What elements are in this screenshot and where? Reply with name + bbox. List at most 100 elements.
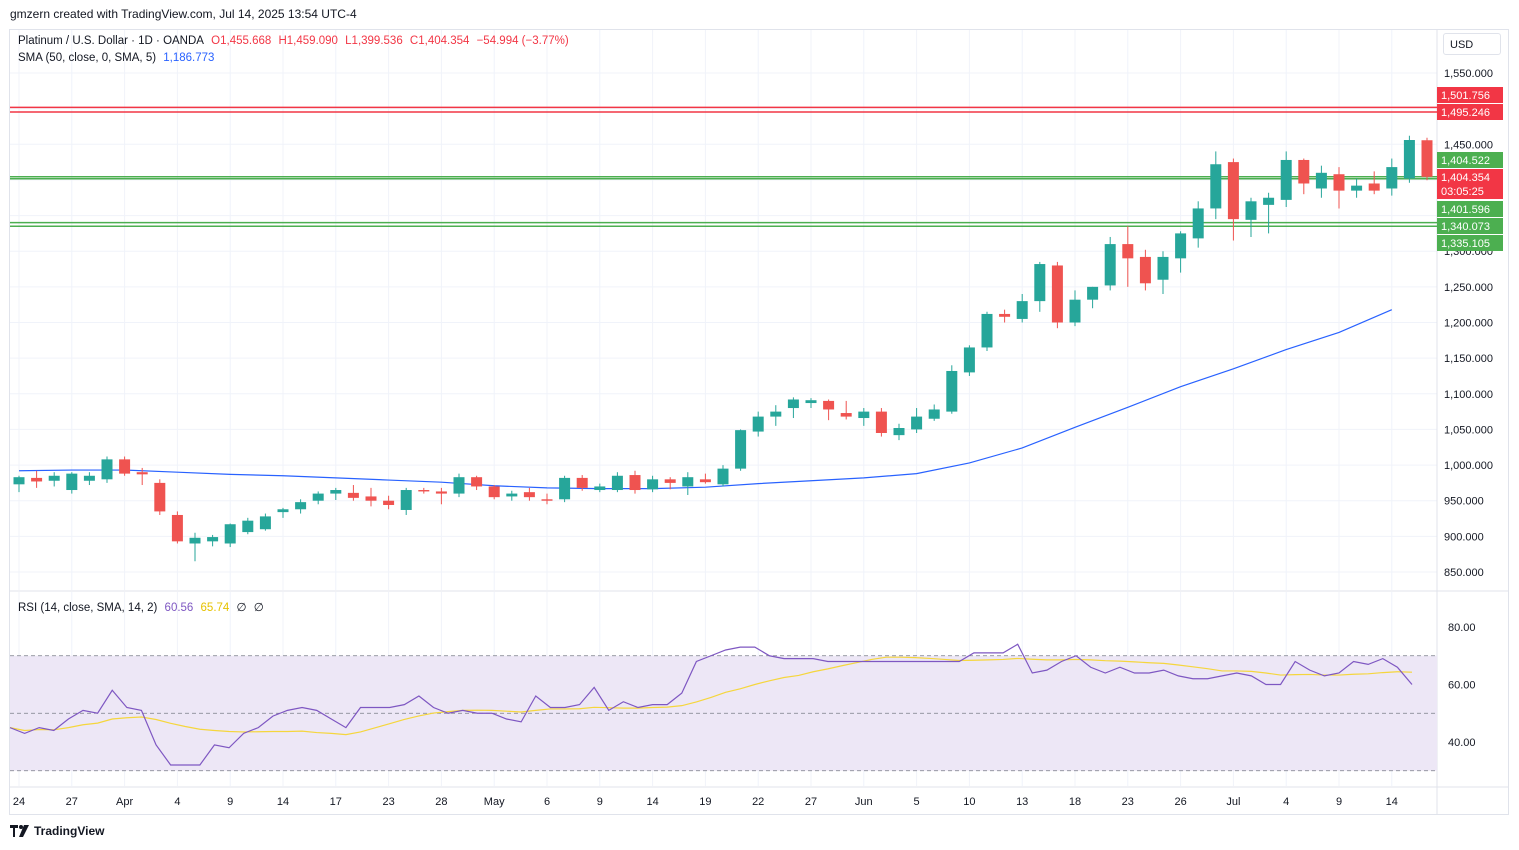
- candle: [13, 475, 25, 493]
- candle-body: [664, 479, 676, 483]
- level-label-bg: [1437, 201, 1503, 217]
- candle-body: [224, 524, 236, 544]
- time-tick-label: 18: [1069, 796, 1081, 808]
- rsi-lines: [9, 643, 1413, 766]
- candle-body: [101, 459, 113, 480]
- candle: [171, 511, 183, 544]
- time-tick-label: 14: [646, 796, 658, 808]
- candle-body: [1192, 208, 1204, 239]
- candle-body: [1280, 159, 1292, 200]
- candle-body: [717, 468, 729, 485]
- candle-body: [1351, 185, 1363, 191]
- candle-body: [488, 486, 500, 498]
- candle: [471, 475, 483, 491]
- time-tick-label: 4: [174, 796, 180, 808]
- open-value: O1,455.668: [211, 35, 272, 47]
- change-value: −54.994 (−3.77%): [476, 35, 569, 47]
- candle: [1298, 158, 1310, 195]
- candle-body: [383, 500, 395, 505]
- candle: [418, 487, 430, 494]
- candle-body: [400, 490, 412, 510]
- candle: [946, 365, 958, 414]
- candle: [83, 472, 95, 486]
- candle: [154, 479, 166, 515]
- currency-button[interactable]: USD: [1443, 33, 1501, 55]
- price-labels: 1,501.756 1,495.246 1,404.522 1,404.354 03:0…: [1437, 87, 1503, 251]
- candle-body: [523, 492, 535, 498]
- candle-body: [453, 477, 465, 494]
- candle: [1315, 165, 1327, 198]
- candle: [1333, 167, 1345, 209]
- candle: [1386, 158, 1398, 196]
- candle-body: [629, 475, 641, 491]
- candle-body: [506, 493, 518, 497]
- candle-body: [1104, 244, 1116, 286]
- candle: [523, 487, 535, 501]
- candle: [699, 473, 711, 484]
- candle: [664, 477, 676, 490]
- level-label: 1,335.105: [1441, 238, 1490, 250]
- candle-body: [1245, 201, 1257, 220]
- low-value: L1,399.536: [345, 35, 403, 47]
- rsi-tick-label: 80.00: [1448, 622, 1476, 634]
- close-value: C1,404.354: [409, 35, 470, 47]
- rsi-tick-label: 60.00: [1448, 680, 1476, 692]
- time-tick-label: 23: [382, 796, 394, 808]
- candle-body: [1368, 183, 1380, 191]
- candle: [963, 345, 975, 376]
- level-label: 1,401.596: [1441, 204, 1490, 216]
- time-tick-label: May: [484, 796, 505, 808]
- price-tick-label: 1,050.000: [1444, 424, 1493, 436]
- candle: [594, 483, 606, 493]
- candle: [506, 490, 518, 501]
- candle-body: [770, 411, 782, 417]
- candle-body: [682, 477, 694, 487]
- candle: [383, 495, 395, 510]
- candle-body: [1421, 140, 1433, 177]
- candle: [207, 534, 219, 547]
- candle: [1016, 293, 1028, 323]
- candle-body: [31, 477, 43, 482]
- candle: [259, 513, 271, 531]
- candle-body: [559, 477, 571, 500]
- candle: [559, 475, 571, 503]
- candle: [823, 399, 835, 421]
- horizontal-levels: [10, 106, 1437, 227]
- candle: [682, 472, 694, 496]
- candle-body: [840, 413, 852, 417]
- rsi-band: [10, 655, 1437, 772]
- candle: [1157, 251, 1169, 294]
- rsi-line: [9, 643, 1413, 766]
- time-tick-label: 26: [1174, 796, 1186, 808]
- candles: [13, 135, 1433, 562]
- candle: [224, 523, 236, 548]
- candle: [365, 487, 377, 507]
- symbol-legend: Platinum / U.S. Dollar · 1D · OANDA O1,4…: [18, 35, 573, 47]
- candle-body: [1403, 140, 1415, 179]
- price-tick-label: 1,250.000: [1444, 282, 1493, 294]
- candle: [770, 405, 782, 426]
- candle: [189, 532, 201, 562]
- candle: [136, 467, 148, 486]
- candle-body: [330, 490, 342, 494]
- candle: [1104, 236, 1116, 291]
- sma-legend[interactable]: SMA (50, close, 0, SMA, 5) 1,186.773: [18, 52, 218, 64]
- footer-brand[interactable]: TradingView: [10, 824, 104, 838]
- candle-body: [347, 492, 359, 498]
- time-tick-label: 9: [227, 796, 233, 808]
- chart-frame: [9, 29, 1509, 815]
- price-tick-label: 1,000.000: [1444, 460, 1493, 472]
- rsi-legend[interactable]: RSI (14, close, SMA, 14, 2) 60.56 65.74 …: [18, 600, 268, 614]
- candle: [576, 475, 588, 491]
- candle-body: [875, 411, 887, 433]
- candle-body: [858, 411, 870, 419]
- price-axis: 850.000 900.000 950.000 1,000.000 1,050.000 1…: [1444, 68, 1493, 579]
- candle-body: [611, 475, 623, 491]
- time-tick-label: 6: [544, 796, 550, 808]
- time-tick-label: 19: [699, 796, 711, 808]
- candle: [1139, 249, 1151, 291]
- candle: [330, 487, 342, 501]
- candle-body: [963, 347, 975, 373]
- candle-body: [893, 428, 905, 436]
